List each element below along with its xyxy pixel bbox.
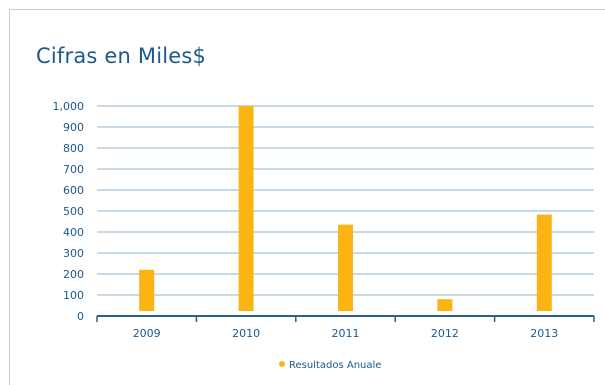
y-axis-tick-labels: 0 100 200 300 400 500 600 700 800 900 1,000 [53,100,85,323]
y-tick-label: 100 [63,289,84,302]
y-tick-label: 300 [63,247,84,260]
y-tick-label: 600 [63,184,84,197]
x-tick-label: 2012 [431,327,459,340]
x-axis-tick-labels: 2009 2010 2011 2012 2013 [96,316,595,340]
y-tick-label: 200 [63,268,84,281]
x-tick-label: 2011 [332,327,360,340]
y-tick-label: 800 [63,142,84,155]
bar-2012 [437,299,453,311]
bar-2013 [536,214,552,311]
y-tick-label: 700 [63,163,84,176]
y-tick-label: 500 [63,205,84,218]
chart-title: Cifras en Miles$ [36,44,207,68]
x-tick-label: 2009 [133,327,161,340]
x-tick-label: 2013 [530,327,558,340]
bar-2009 [139,269,155,311]
y-tick-label: 900 [63,121,84,134]
y-tick-label: 0 [77,310,84,323]
legend: Resultados Anuale [279,360,381,371]
y-tick-label: 400 [63,226,84,239]
chart-panel [9,9,605,385]
x-tick-label: 2010 [232,327,260,340]
bar-2011 [338,224,353,311]
legend-marker [279,361,285,367]
bar-2010 [238,106,254,311]
legend-label: Resultados Anuale [289,360,381,371]
bars [139,106,552,311]
y-tick-label: 1,000 [53,100,85,113]
